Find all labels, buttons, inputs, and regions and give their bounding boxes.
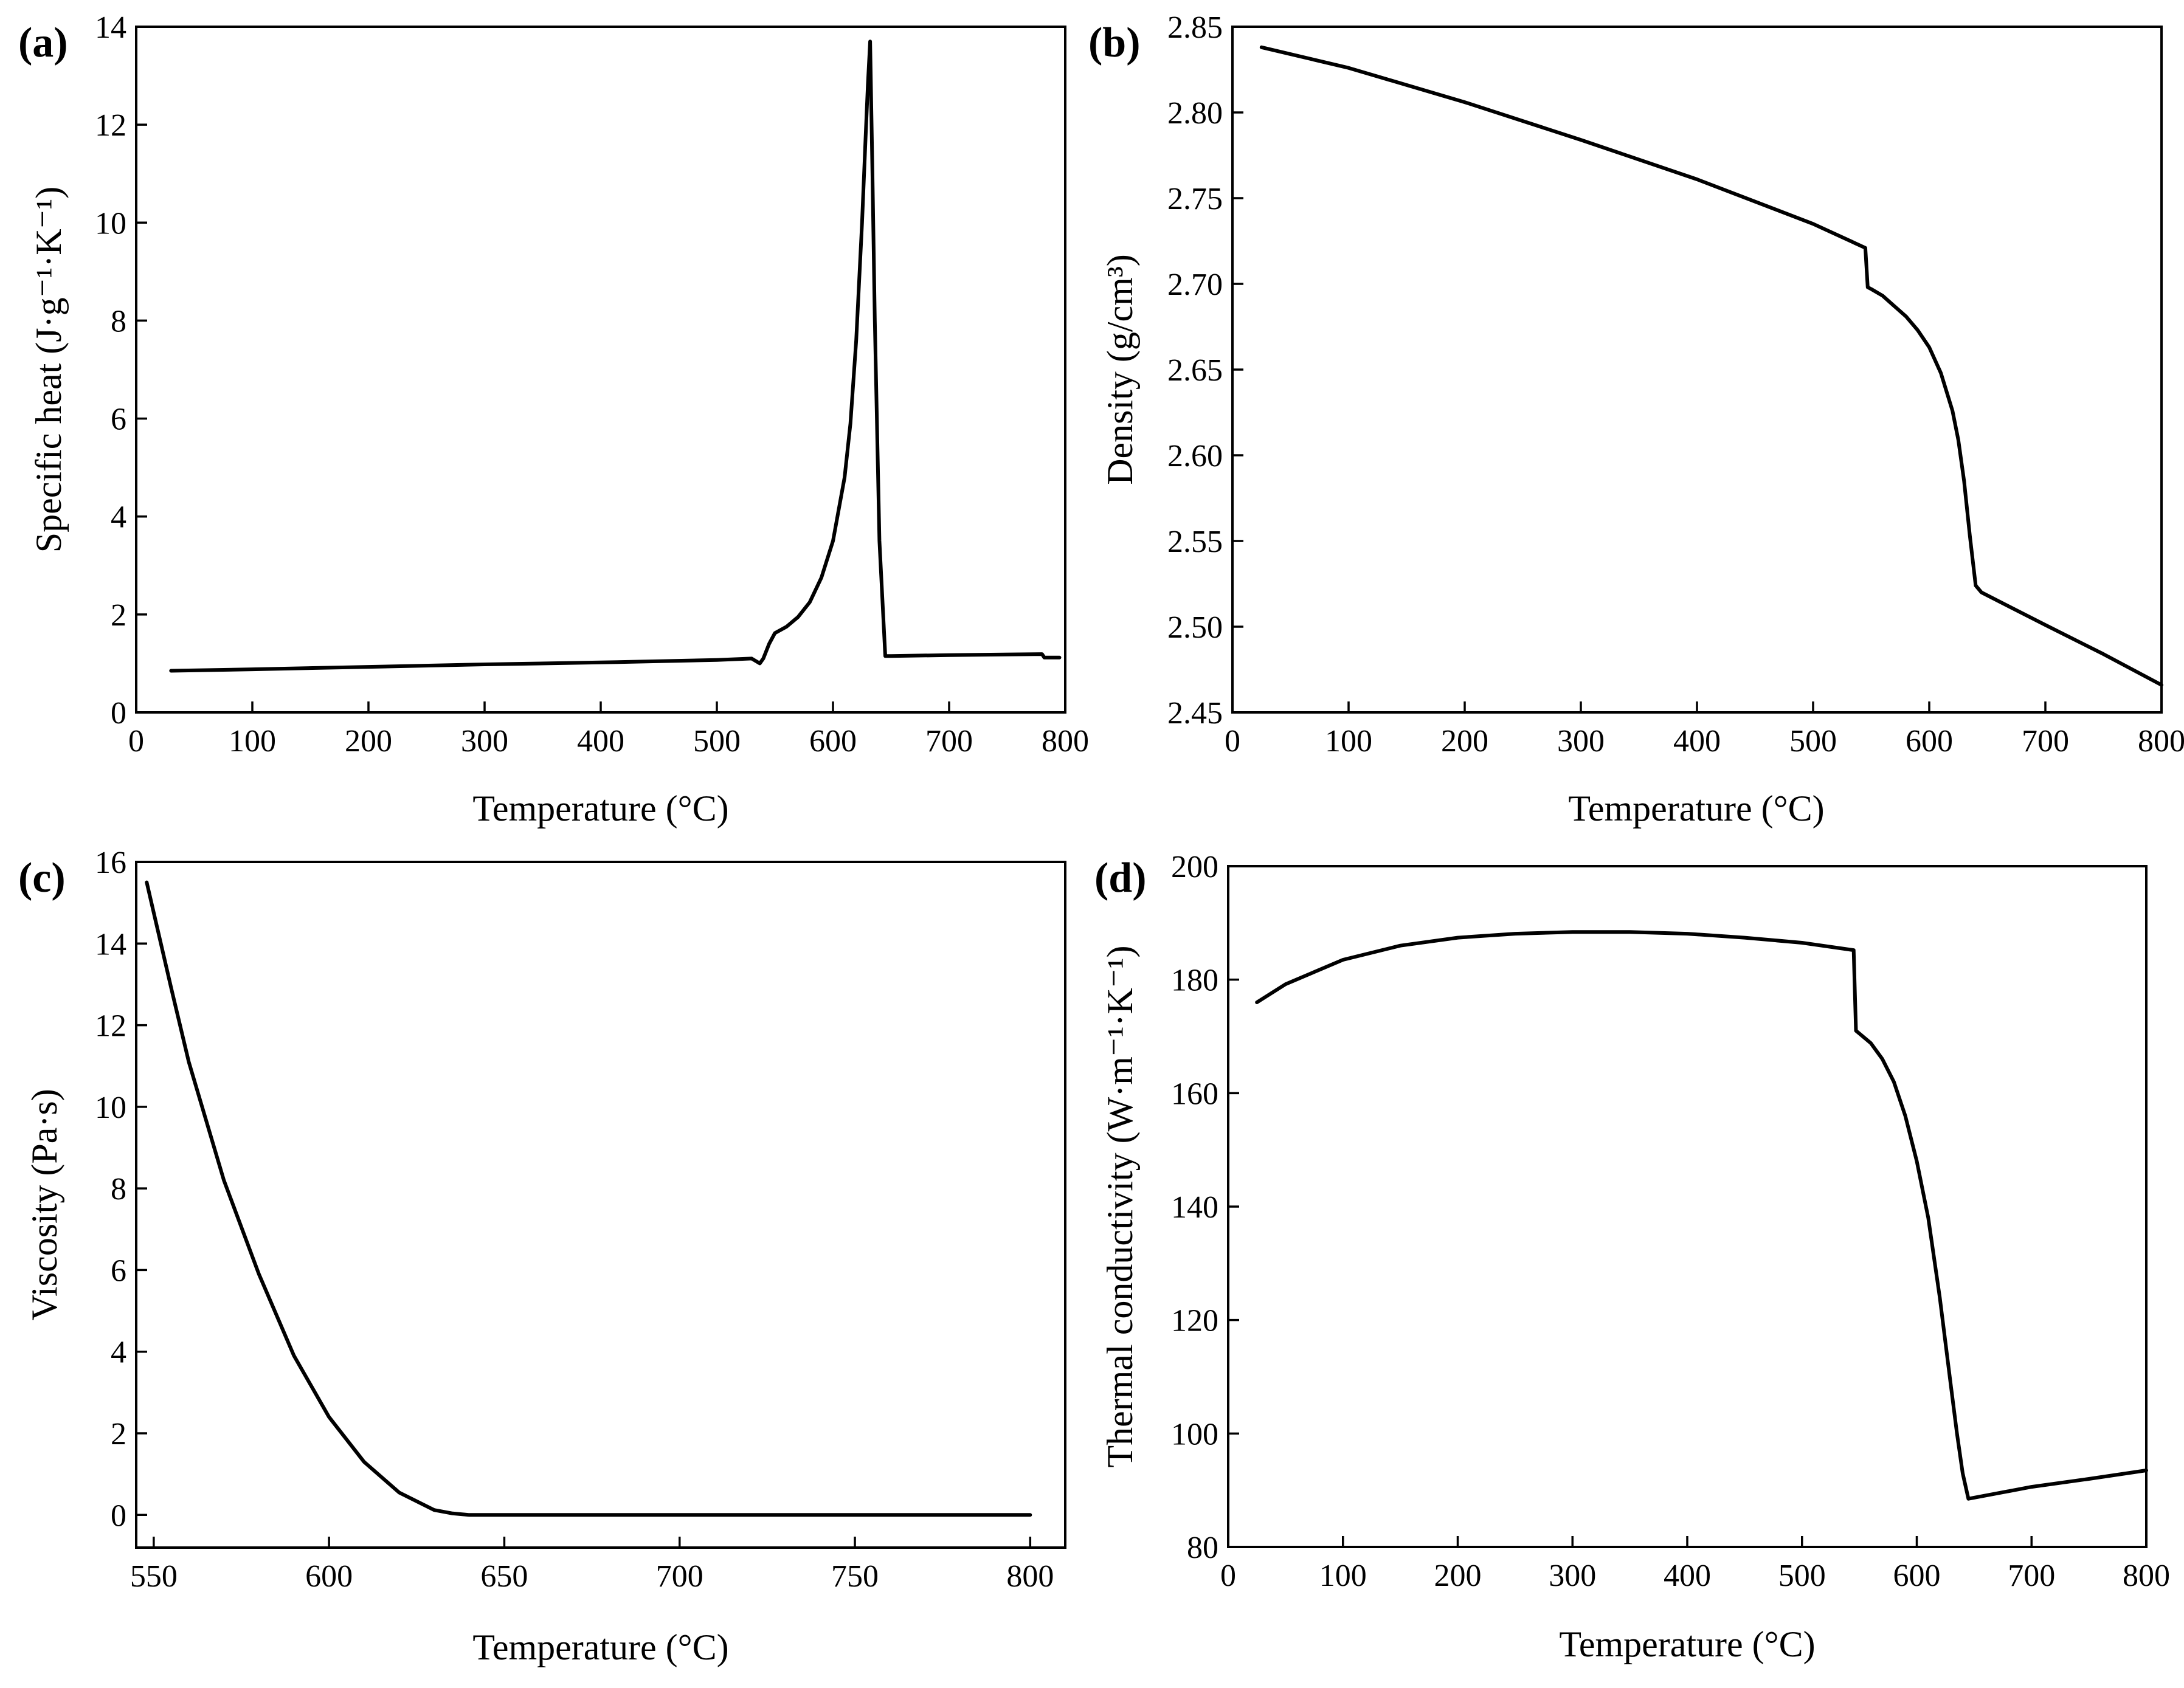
- x-tick-label: 200: [345, 724, 392, 759]
- series-line-thermal-conductivity: [1255, 930, 2148, 1501]
- y-tick-label: 120: [1171, 1304, 1218, 1338]
- ticks-c: [136, 861, 1032, 1548]
- y-tick-label: 2.65: [1167, 353, 1223, 388]
- x-tick-label: 600: [809, 724, 857, 759]
- x-tick-label: 800: [2138, 724, 2184, 759]
- panel-d: 0 100 200 300 400 500 600 700 800 80 100 120 140 160 1…: [1094, 850, 2170, 1664]
- x-tick-label: 300: [1557, 724, 1605, 759]
- panel-a: 0 100 200 300 400 500 600 700 800 0 2 4 6 8 10 12 14 (a)…: [18, 10, 1089, 828]
- y-tick-label: 160: [1171, 1077, 1218, 1111]
- y-tick-label: 200: [1171, 850, 1218, 884]
- tick-labels-c: 550 600 650 700 750 800 0 2 4 6 8 10 12 14 16: [95, 846, 1054, 1594]
- tick-labels-b: 0 100 200 300 400 500 600 700 800 2.45 2.50 2.55 2.6…: [1167, 10, 2184, 759]
- panel-label-c: (c): [18, 855, 66, 901]
- y-tick-label: 4: [111, 500, 126, 535]
- y-tick-label: 12: [95, 1009, 126, 1044]
- y-tick-label: 6: [111, 1253, 126, 1288]
- y-tick-label: 100: [1171, 1417, 1218, 1452]
- x-tick-label: 700: [2022, 724, 2069, 759]
- ticks-d: [1227, 865, 2148, 1548]
- x-tick-label: 200: [1441, 724, 1488, 759]
- y-axis-title-d: Thermal conductivity (W·m⁻¹·K⁻¹): [1100, 945, 1140, 1467]
- y-tick-label: 2.80: [1167, 96, 1223, 131]
- ticks-a: [135, 26, 1066, 714]
- x-tick-label: 400: [1664, 1559, 1711, 1593]
- ticks-b: [1231, 26, 2163, 714]
- x-tick-label: 500: [693, 724, 741, 759]
- panel-label-b: (b): [1088, 19, 1141, 66]
- panel-label-a: (a): [18, 19, 68, 66]
- y-axis-title-a: Specific heat (J·g⁻¹·K⁻¹): [29, 187, 69, 553]
- y-tick-label: 180: [1171, 963, 1218, 998]
- x-tick-label: 0: [128, 724, 144, 759]
- y-tick-label: 4: [111, 1335, 126, 1370]
- y-tick-label: 6: [111, 402, 126, 437]
- y-tick-label: 0: [111, 696, 126, 731]
- x-tick-label: 750: [831, 1559, 879, 1594]
- y-tick-label: 0: [111, 1498, 126, 1533]
- x-axis-title-c: Temperature (°C): [472, 1627, 728, 1667]
- x-tick-label: 500: [1789, 724, 1837, 759]
- tick-labels-a: 0 100 200 300 400 500 600 700 800 0 2 4 6 8 10 12 14: [95, 10, 1089, 759]
- x-tick-label: 100: [1325, 724, 1372, 759]
- x-axis-title-a: Temperature (°C): [472, 788, 728, 828]
- panel-c: 550 600 650 700 750 800 0 2 4 6 8 10 12 14 16 (c) Temp…: [18, 846, 1066, 1667]
- plot-frame-b: [1231, 26, 2163, 714]
- y-tick-label: 2.70: [1167, 267, 1223, 302]
- x-tick-label: 800: [2123, 1559, 2170, 1593]
- series-line-density: [1259, 45, 2163, 687]
- y-tick-label: 2: [111, 1417, 126, 1452]
- x-tick-label: 500: [1778, 1559, 1826, 1593]
- y-tick-label: 8: [111, 304, 126, 339]
- y-tick-label: 2.45: [1167, 696, 1223, 731]
- plot-frame-d: [1227, 865, 2148, 1548]
- panel-b: 0 100 200 300 400 500 600 700 800 2.45 2.50 2.55 2.6…: [1088, 10, 2184, 828]
- panel-label-d: (d): [1094, 855, 1147, 901]
- y-tick-label: 16: [95, 846, 126, 880]
- x-tick-label: 700: [656, 1559, 703, 1594]
- x-tick-label: 400: [1673, 724, 1721, 759]
- y-axis-title-c: Viscosity (Pa·s): [24, 1089, 64, 1320]
- x-tick-label: 600: [305, 1559, 353, 1594]
- y-tick-label: 2.55: [1167, 525, 1223, 559]
- y-tick-label: 14: [95, 927, 126, 962]
- y-tick-label: 2.50: [1167, 610, 1223, 645]
- y-tick-label: 2.60: [1167, 439, 1223, 474]
- x-tick-label: 0: [1225, 724, 1240, 759]
- y-tick-label: 2: [111, 598, 126, 633]
- y-tick-label: 140: [1171, 1190, 1218, 1225]
- y-tick-label: 10: [95, 1090, 126, 1125]
- y-tick-label: 12: [95, 108, 126, 143]
- x-tick-label: 700: [925, 724, 973, 759]
- series-line-specific-heat: [169, 40, 1062, 673]
- y-tick-label: 2.85: [1167, 10, 1223, 45]
- x-tick-label: 100: [1319, 1559, 1367, 1593]
- y-tick-label: 10: [95, 206, 126, 241]
- x-tick-label: 600: [1906, 724, 1953, 759]
- x-tick-label: 200: [1434, 1559, 1482, 1593]
- y-tick-label: 8: [111, 1172, 126, 1207]
- x-tick-label: 0: [1220, 1559, 1236, 1593]
- x-tick-label: 550: [130, 1559, 178, 1594]
- x-axis-title-d: Temperature (°C): [1559, 1624, 1815, 1664]
- x-tick-label: 300: [461, 724, 508, 759]
- plot-frame-a: [135, 26, 1066, 714]
- y-tick-label: 80: [1187, 1531, 1218, 1565]
- x-axis-title-b: Temperature (°C): [1568, 788, 1824, 828]
- y-tick-label: 2.75: [1167, 182, 1223, 216]
- x-tick-label: 700: [2008, 1559, 2055, 1593]
- plot-frame-c: [135, 861, 1066, 1549]
- series-line-viscosity: [145, 880, 1032, 1517]
- x-tick-label: 800: [1006, 1559, 1054, 1594]
- y-axis-title-b: Density (g/cm³): [1100, 254, 1140, 485]
- x-tick-label: 300: [1549, 1559, 1596, 1593]
- x-tick-label: 400: [577, 724, 624, 759]
- x-tick-label: 600: [1893, 1559, 1941, 1593]
- tick-labels-d: 0 100 200 300 400 500 600 700 800 80 100 120 140 160 1…: [1171, 850, 2170, 1593]
- x-tick-label: 100: [229, 724, 276, 759]
- x-tick-label: 800: [1042, 724, 1089, 759]
- y-tick-label: 14: [95, 10, 126, 45]
- x-tick-label: 650: [480, 1559, 528, 1594]
